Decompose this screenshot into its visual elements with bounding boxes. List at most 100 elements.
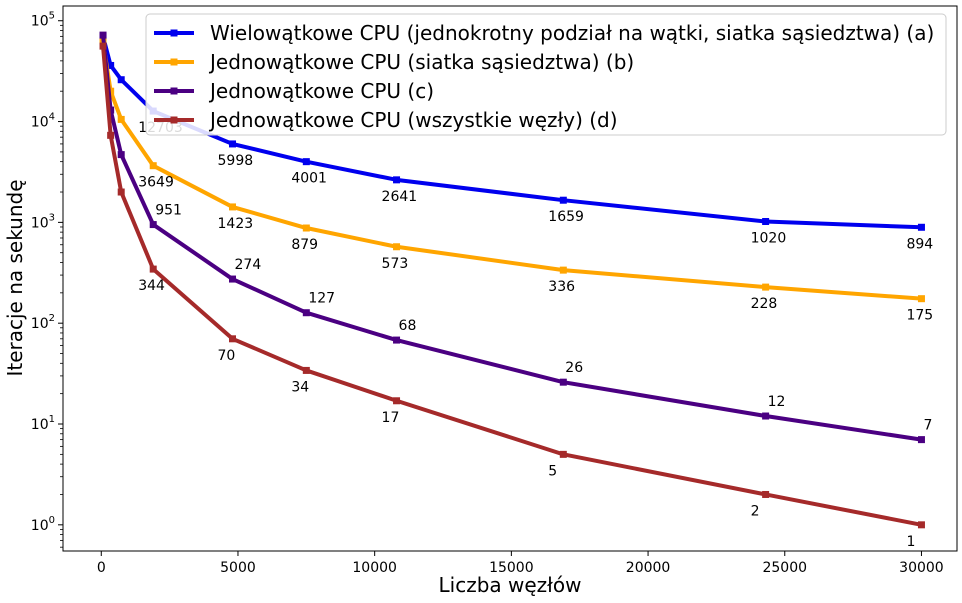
y-tick-label: 101 <box>31 414 55 433</box>
data-point <box>917 521 925 529</box>
data-point <box>302 309 310 317</box>
data-label: 879 <box>291 237 318 253</box>
series-b <box>99 38 925 303</box>
legend-marker <box>170 58 178 66</box>
data-point <box>117 151 125 159</box>
legend-label: Jednowątkowe CPU (wszystkie węzły) (d) <box>208 108 618 132</box>
series-line <box>101 41 922 301</box>
series-line <box>101 34 922 442</box>
data-label: 2641 <box>382 189 418 205</box>
data-point <box>762 412 770 420</box>
data-point <box>302 224 310 232</box>
data-label: 1423 <box>218 216 254 232</box>
data-point <box>559 378 567 386</box>
data-label: 3649 <box>138 175 174 191</box>
data-point <box>393 397 401 405</box>
x-tick-label: 25000 <box>762 560 807 576</box>
data-point <box>117 188 125 196</box>
data-point <box>99 42 107 50</box>
data-label: 70 <box>218 348 236 364</box>
legend: Wielowątkowe CPU (jednokrotny podział na… <box>145 13 947 136</box>
data-point <box>762 283 770 291</box>
data-point <box>149 162 157 170</box>
data-point <box>149 221 157 229</box>
legend-item: Jednowątkowe CPU (siatka sąsiedztwa) (b) <box>154 50 634 74</box>
legend-label: Wielowątkowe CPU (jednokrotny podział na… <box>210 21 934 45</box>
data-point <box>559 196 567 204</box>
legend-label: Jednowątkowe CPU (c) <box>208 79 434 103</box>
data-label: 12 <box>768 394 786 410</box>
legend-item: Wielowątkowe CPU (jednokrotny podział na… <box>154 21 934 45</box>
y-axis: 100 101 102 103 104 105 <box>31 11 63 548</box>
data-point <box>149 265 157 273</box>
data-label: 7 <box>923 418 932 434</box>
x-tick-label: 5000 <box>220 560 256 576</box>
data-label: 5 <box>548 463 557 479</box>
data-point <box>762 218 770 226</box>
data-label: 894 <box>906 236 933 252</box>
data-label: 336 <box>548 279 575 295</box>
series-line <box>101 35 922 230</box>
data-label: 1 <box>906 534 915 550</box>
data-labels: 1270359984001264116591020894364914238795… <box>138 120 933 550</box>
legend-box <box>145 13 947 136</box>
series-c <box>99 31 925 444</box>
data-point <box>393 176 401 184</box>
data-label: 274 <box>235 257 262 273</box>
legend-item: Jednowątkowe CPU (c) <box>154 79 434 103</box>
data-point <box>229 140 237 148</box>
data-label: 2 <box>751 503 760 519</box>
data-label: 1659 <box>548 209 584 225</box>
data-point <box>117 115 125 123</box>
x-axis-title: Liczba węzłów <box>439 573 582 597</box>
x-tick-label: 0 <box>97 560 106 576</box>
x-axis: 0 5000 10000 15000 20000 25000 30000 <box>97 551 944 576</box>
legend-label: Jednowątkowe CPU (siatka sąsiedztwa) (b) <box>208 50 634 74</box>
data-label: 34 <box>291 379 309 395</box>
data-point <box>107 61 115 69</box>
data-point <box>559 450 567 458</box>
data-label: 5998 <box>218 153 254 169</box>
series-line <box>101 45 922 527</box>
legend-marker <box>170 116 178 124</box>
data-point <box>302 366 310 374</box>
y-tick-label: 102 <box>31 313 55 332</box>
data-point <box>107 131 115 139</box>
data-point <box>302 158 310 166</box>
legend-marker <box>170 29 178 37</box>
data-point <box>393 243 401 251</box>
data-point <box>917 295 925 303</box>
x-tick-label: 30000 <box>899 560 944 576</box>
data-point <box>107 106 115 114</box>
x-tick-label: 20000 <box>626 560 671 576</box>
x-tick-label: 15000 <box>489 560 534 576</box>
data-point <box>117 76 125 84</box>
data-label: 127 <box>308 291 335 307</box>
data-label: 4001 <box>291 171 327 187</box>
data-point <box>229 203 237 211</box>
y-axis-title: Iteracje na sekundę <box>3 179 27 376</box>
data-point <box>229 275 237 283</box>
data-point <box>917 223 925 231</box>
data-point <box>99 31 107 39</box>
y-tick-label: 104 <box>31 112 55 131</box>
x-tick-label: 10000 <box>352 560 397 576</box>
y-tick-label: 103 <box>31 212 55 231</box>
y-tick-label: 100 <box>31 515 55 534</box>
plot-area <box>62 5 958 552</box>
data-label: 175 <box>906 308 933 324</box>
data-label: 68 <box>399 318 417 334</box>
series-layer <box>99 31 925 529</box>
data-point <box>559 266 567 274</box>
data-label: 344 <box>138 278 165 294</box>
data-label: 951 <box>155 203 182 219</box>
series-d <box>99 42 925 529</box>
data-point <box>917 436 925 444</box>
data-point <box>762 490 770 498</box>
legend-marker <box>170 87 178 95</box>
legend-item: Jednowątkowe CPU (wszystkie węzły) (d) <box>154 108 618 132</box>
data-label: 17 <box>382 410 400 426</box>
data-point <box>393 336 401 344</box>
data-label: 228 <box>751 296 778 312</box>
